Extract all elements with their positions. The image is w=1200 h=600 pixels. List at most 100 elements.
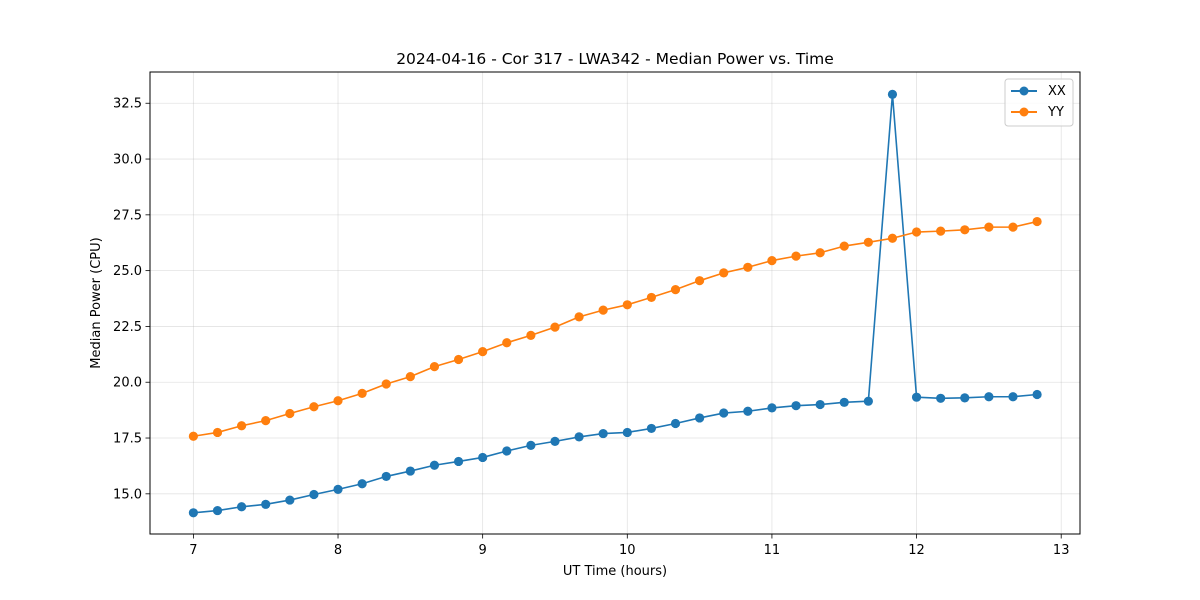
- data-point-yy: [598, 305, 608, 315]
- data-point-xx: [188, 508, 198, 518]
- data-point-yy: [911, 227, 922, 237]
- data-point-xx: [767, 403, 777, 413]
- data-point-yy: [237, 421, 247, 431]
- data-point-xx: [936, 393, 946, 403]
- data-point-yy: [309, 402, 319, 412]
- data-point-yy: [984, 222, 994, 232]
- data-point-yy: [1008, 222, 1018, 232]
- data-point-yy: [478, 347, 488, 357]
- data-point-xx: [429, 460, 440, 470]
- data-point-yy: [357, 388, 367, 398]
- data-point-xx: [863, 396, 873, 406]
- data-point-yy: [188, 431, 198, 441]
- y-tick-label: 22.5: [113, 320, 142, 335]
- data-point-xx: [285, 495, 295, 505]
- chart-title: 2024-04-16 - Cor 317 - LWA342 - Median P…: [396, 50, 834, 68]
- y-tick-label: 25.0: [113, 264, 142, 279]
- data-point-yy: [960, 225, 970, 235]
- data-point-xx: [670, 418, 681, 429]
- data-point-xx: [1008, 392, 1018, 402]
- data-point-xx: [984, 392, 994, 402]
- legend: XX YY: [1004, 78, 1074, 127]
- y-tick-label: 27.5: [113, 208, 142, 223]
- data-point-yy: [815, 248, 825, 258]
- data-point-yy: [526, 330, 536, 340]
- data-point-xx: [839, 397, 849, 407]
- data-point-yy: [1032, 216, 1042, 227]
- data-point-xx: [911, 392, 922, 402]
- data-point-xx: [815, 399, 825, 410]
- data-point-yy: [285, 408, 295, 419]
- data-point-xx: [887, 89, 898, 99]
- data-point-yy: [670, 285, 681, 295]
- data-point-xx: [357, 479, 367, 489]
- data-point-yy: [767, 255, 777, 266]
- data-point-xx: [719, 408, 729, 418]
- data-point-yy: [791, 251, 801, 261]
- plot-frame: [149, 71, 1081, 535]
- x-tick-label: 9: [479, 543, 487, 558]
- data-point-xx: [502, 446, 512, 456]
- data-point-xx: [333, 484, 343, 494]
- data-point-xx: [212, 505, 223, 516]
- data-point-xx: [791, 401, 801, 411]
- x-tick-label: 7: [189, 543, 197, 558]
- data-point-yy: [839, 241, 849, 251]
- data-point-yy: [333, 396, 343, 406]
- axis-ticks: 7 8 9 10 11 12 13 15.0 17.5 20.0 22.5 25.0 27.5 30.0 3…: [113, 97, 1069, 558]
- x-axis-label: UT Time (hours): [563, 564, 667, 579]
- legend-marker-xx: [1019, 86, 1029, 96]
- x-tick-label: 13: [1053, 543, 1070, 558]
- data-point-yy: [453, 354, 464, 365]
- y-tick-label: 20.0: [113, 376, 142, 391]
- data-point-xx: [478, 452, 488, 463]
- series-xx: [188, 89, 1042, 518]
- x-tick-label: 12: [908, 543, 925, 558]
- data-point-xx: [1032, 389, 1042, 400]
- x-tick-label: 10: [619, 543, 636, 558]
- data-point-xx: [405, 466, 415, 476]
- data-point-yy: [719, 268, 729, 278]
- data-point-yy: [936, 226, 946, 236]
- data-point-xx: [598, 428, 608, 439]
- data-point-yy: [405, 372, 415, 382]
- data-point-yy: [695, 276, 705, 286]
- data-point-xx: [695, 413, 705, 423]
- y-axis-label: Median Power (CPU): [89, 237, 104, 368]
- y-tick-label: 32.5: [113, 97, 142, 112]
- grid: [150, 72, 1080, 534]
- y-tick-label: 17.5: [113, 432, 142, 447]
- legend-marker-yy: [1019, 107, 1029, 117]
- data-point-xx: [574, 432, 584, 442]
- data-point-xx: [960, 393, 970, 403]
- data-point-yy: [574, 312, 584, 322]
- x-tick-label: 11: [764, 543, 781, 558]
- data-point-xx: [646, 423, 657, 434]
- data-point-yy: [212, 427, 223, 438]
- data-point-xx: [237, 502, 247, 512]
- data-point-yy: [261, 416, 271, 426]
- data-point-yy: [887, 233, 898, 243]
- data-point-xx: [526, 440, 536, 450]
- data-point-xx: [453, 456, 464, 467]
- data-point-yy: [502, 338, 512, 348]
- data-point-yy: [863, 237, 873, 247]
- data-point-xx: [261, 499, 271, 509]
- data-point-xx: [550, 436, 560, 446]
- y-tick-label: 30.0: [113, 153, 142, 168]
- data-point-yy: [646, 292, 657, 303]
- data-point-yy: [622, 300, 632, 310]
- legend-label-yy: YY: [1047, 105, 1064, 120]
- data-point-xx: [622, 427, 632, 438]
- x-tick-label: 8: [334, 543, 342, 558]
- data-point-xx: [743, 406, 753, 416]
- data-point-yy: [550, 322, 560, 332]
- data-point-xx: [381, 471, 391, 482]
- series-layer: [188, 89, 1042, 518]
- data-point-yy: [381, 379, 391, 389]
- legend-label-xx: XX: [1048, 84, 1066, 99]
- y-tick-label: 15.0: [113, 487, 142, 502]
- data-point-yy: [743, 262, 753, 272]
